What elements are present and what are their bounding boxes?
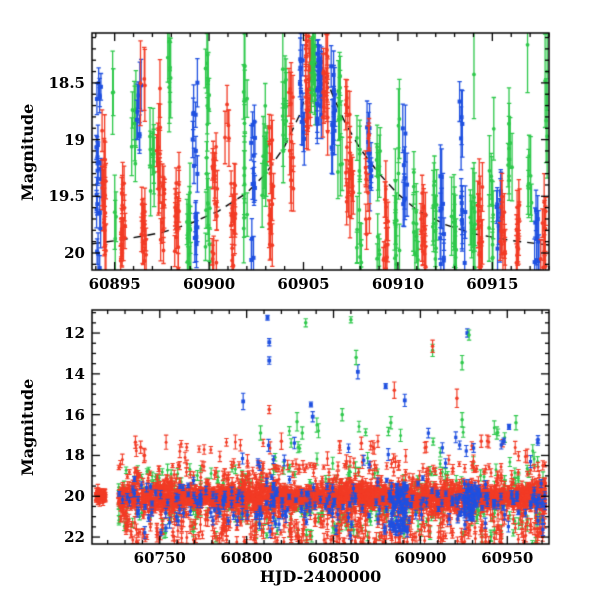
bottom-panel-x-tick-label: 60750: [133, 549, 186, 567]
y-axis-title-top-panel: Magnitude: [18, 102, 37, 201]
top-panel-x-tick-label: 60905: [277, 275, 330, 293]
bottom-panel-x-tick-label: 60850: [307, 549, 360, 567]
top-panel-y-tick-label: 20: [64, 243, 85, 262]
bottom-panel-y-tick-label: 20: [64, 487, 85, 506]
bottom-panel-y-tick-label: 12: [64, 324, 85, 343]
top-panel-y-tick-label: 19: [64, 130, 85, 149]
bottom-panel-y-tick-label: 18: [64, 446, 85, 465]
top-panel-y-tick-label: 18.5: [48, 73, 85, 92]
bottom-panel-x-tick-label: 60950: [481, 549, 534, 567]
top-panel-x-tick-label: 60915: [466, 275, 519, 293]
top-panel-x-tick-label: 60910: [371, 275, 425, 293]
top-panel-x-tick-label: 60900: [182, 275, 236, 293]
top-panel-x-tick-label: 60895: [88, 275, 141, 293]
bottom-panel-x-tick-label: 60800: [220, 549, 273, 567]
bottom-panel-x-tick-label: 60900: [394, 549, 447, 567]
bottom-panel-y-tick-label: 14: [64, 364, 85, 383]
bottom-panel-y-tick-label: 16: [64, 405, 85, 424]
top-panel-y-tick-label: 19.5: [48, 187, 85, 206]
bottom-panel-y-tick-label: 22: [64, 528, 85, 547]
x-axis-title: HJD-2400000: [259, 567, 382, 586]
